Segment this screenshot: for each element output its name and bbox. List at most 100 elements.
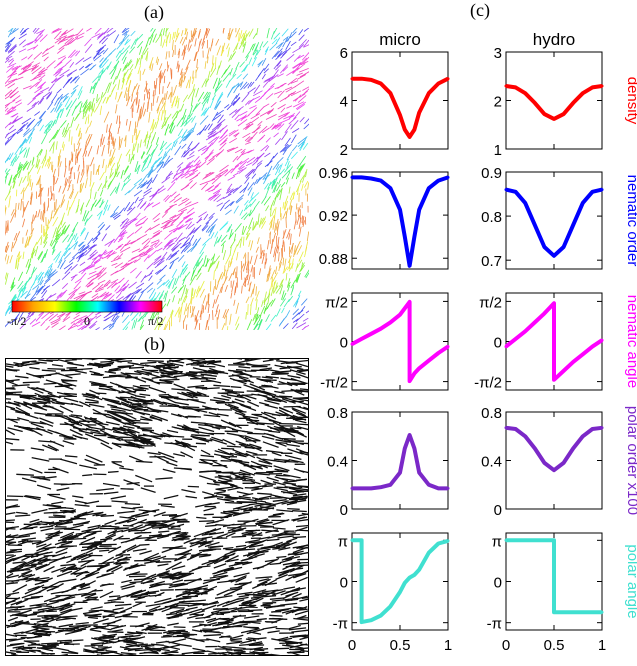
director-stroke (261, 73, 266, 80)
particle-stroke (140, 574, 154, 582)
particle-stroke (223, 498, 238, 500)
director-stroke (264, 168, 271, 180)
director-stroke (239, 81, 244, 88)
particle-stroke (22, 381, 40, 384)
director-stroke (153, 229, 160, 235)
director-stroke (235, 316, 240, 326)
particle-stroke (21, 569, 33, 575)
particle-stroke (44, 614, 58, 617)
director-stroke (91, 199, 97, 209)
director-stroke (217, 309, 221, 320)
director-stroke (156, 164, 164, 173)
particle-stroke (132, 602, 143, 608)
director-stroke (25, 229, 29, 236)
series-line-hydro (505, 425, 603, 473)
particle-stroke (264, 559, 278, 563)
particle-stroke (226, 445, 242, 448)
particle-stroke (176, 634, 195, 637)
data-point (552, 254, 556, 258)
particle-stroke (154, 597, 172, 604)
director-stroke (242, 132, 251, 139)
director-stroke (176, 60, 179, 69)
director-stroke (268, 288, 271, 296)
particle-stroke (125, 639, 137, 643)
particle-stroke (143, 555, 161, 562)
director-stroke (258, 319, 263, 326)
director-stroke (270, 314, 277, 322)
director-stroke (185, 288, 189, 298)
director-stroke (291, 172, 295, 179)
director-stroke (289, 242, 294, 254)
director-stroke (139, 215, 147, 221)
data-point (446, 175, 450, 179)
director-stroke (221, 124, 228, 131)
particle-stroke (163, 494, 179, 500)
director-stroke (143, 217, 149, 223)
director-stroke (209, 193, 220, 201)
director-stroke (121, 45, 131, 55)
director-stroke (218, 60, 222, 69)
director-stroke (145, 153, 150, 162)
director-stroke (102, 323, 112, 330)
director-stroke (148, 111, 151, 123)
particle-stroke (213, 453, 231, 459)
particle-stroke (111, 408, 126, 413)
director-stroke (181, 143, 187, 149)
director-stroke (235, 93, 240, 100)
director-stroke (83, 263, 93, 272)
particle-stroke (198, 426, 215, 433)
particle-stroke (147, 452, 161, 456)
director-stroke (285, 85, 297, 93)
director-stroke (116, 162, 119, 172)
director-stroke (59, 32, 67, 38)
particle-stroke (141, 376, 154, 381)
director-stroke (47, 187, 50, 197)
director-stroke (142, 190, 152, 197)
director-stroke (276, 42, 283, 49)
director-stroke (5, 79, 16, 87)
particle-stroke (286, 443, 300, 448)
director-stroke (75, 148, 77, 157)
particle-stroke (299, 598, 309, 602)
director-stroke (117, 79, 121, 91)
particle-stroke (117, 510, 135, 514)
particle-stroke (5, 572, 14, 579)
particle-stroke (79, 464, 97, 470)
particle-stroke (283, 586, 296, 590)
particle-stroke (64, 421, 81, 430)
particle-stroke (159, 379, 174, 383)
director-stroke (145, 36, 150, 48)
particle-stroke (94, 636, 107, 639)
director-stroke (44, 231, 48, 240)
director-stroke (188, 201, 199, 207)
particle-stroke (216, 486, 234, 490)
director-stroke (130, 39, 137, 49)
data-point (590, 345, 594, 349)
particle-stroke (135, 395, 146, 398)
director-stroke (41, 311, 51, 320)
director-stroke (295, 274, 300, 283)
director-stroke (23, 28, 30, 32)
director-stroke (125, 118, 128, 126)
director-stroke (212, 77, 218, 89)
particle-stroke (109, 381, 121, 387)
director-stroke (303, 39, 309, 48)
director-stroke (209, 224, 216, 233)
particle-stroke (235, 475, 248, 479)
director-stroke (269, 299, 274, 305)
director-stroke (165, 206, 171, 212)
particle-stroke (102, 482, 120, 487)
director-stroke (31, 66, 42, 75)
particle-stroke (291, 495, 303, 499)
data-point (369, 618, 373, 622)
director-stroke (220, 283, 224, 293)
particle-stroke (294, 570, 309, 577)
particle-stroke (100, 556, 115, 565)
director-stroke (246, 269, 250, 281)
particle-stroke (111, 566, 123, 573)
director-stroke (86, 28, 93, 32)
particle-stroke (216, 608, 229, 611)
director-stroke (63, 262, 74, 270)
particle-stroke (122, 612, 133, 617)
director-stroke (27, 128, 36, 139)
